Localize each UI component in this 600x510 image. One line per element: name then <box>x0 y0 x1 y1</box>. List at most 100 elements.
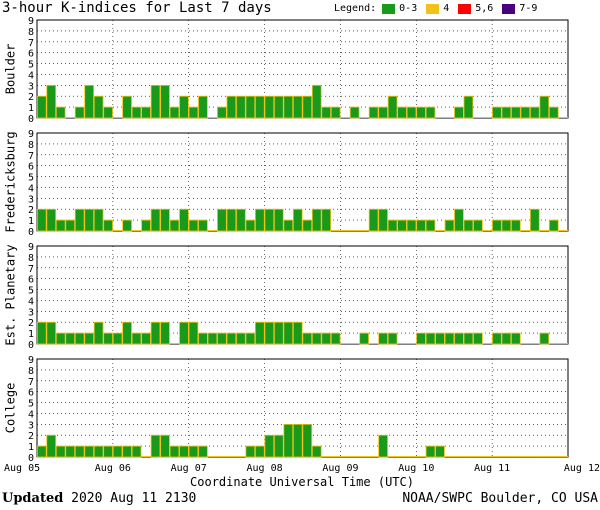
chart-title: 3-hour K-indices for Last 7 days <box>2 0 272 16</box>
k-index-bar <box>254 95 265 119</box>
k-index-bar <box>549 456 559 457</box>
y-tick-label: 2 <box>28 318 34 329</box>
k-index-bar <box>387 456 398 457</box>
y-tick-label: 4 <box>28 296 34 307</box>
k-index-bar <box>46 434 57 458</box>
k-index-bar <box>359 230 369 231</box>
k-index-bar <box>65 117 75 118</box>
k-index-bar <box>150 84 161 119</box>
k-index-bar <box>93 445 104 458</box>
k-index-bar <box>444 456 455 457</box>
k-index-bar <box>511 332 521 345</box>
y-tick-label: 4 <box>28 70 34 81</box>
k-index-bar <box>179 208 189 232</box>
k-index-bar <box>207 332 218 345</box>
k-index-bar <box>74 332 85 345</box>
y-tick-label: 9 <box>28 129 34 140</box>
k-index-bar <box>302 95 313 119</box>
y-tick-label: 6 <box>28 162 34 173</box>
k-index-bar <box>378 208 388 232</box>
k-index-bar <box>273 208 284 232</box>
k-index-bar <box>444 219 455 232</box>
k-index-bar <box>387 95 398 119</box>
k-index-bar <box>236 456 246 457</box>
k-index-bar <box>435 117 445 118</box>
k-index-bar <box>236 95 246 119</box>
k-index-bar <box>330 456 341 457</box>
y-tick-label: 0 <box>28 340 34 351</box>
y-tick-label: 5 <box>28 173 34 184</box>
k-index-bar <box>74 445 85 458</box>
k-index-bar <box>482 343 493 344</box>
y-tick-label: 7 <box>28 377 34 388</box>
k-index-bar <box>160 84 170 119</box>
k-index-bar <box>492 456 502 457</box>
k-index-bar <box>160 321 170 345</box>
k-index-bar <box>169 106 180 119</box>
k-index-bar <box>188 106 199 119</box>
k-index-bar <box>302 423 313 458</box>
k-index-bar <box>463 456 474 457</box>
k-index-bar <box>207 230 218 231</box>
k-index-bar <box>55 332 66 345</box>
k-index-bar <box>511 106 521 119</box>
k-index-bar <box>463 219 474 232</box>
k-index-bar <box>112 117 123 118</box>
panel-label: College <box>4 383 18 434</box>
k-index-bar <box>473 117 483 118</box>
y-tick-label: 5 <box>28 286 34 297</box>
k-index-bar <box>292 95 303 119</box>
y-tick-label: 7 <box>28 38 34 49</box>
x-tick-label: Aug 12 <box>564 463 600 474</box>
k-index-bar <box>349 343 360 344</box>
k-index-bar <box>349 106 360 119</box>
k-index-bar <box>160 208 170 232</box>
k-index-bar <box>226 332 237 345</box>
k-index-bar <box>378 332 388 345</box>
k-index-bar <box>529 106 540 119</box>
y-tick-label: 3 <box>28 307 34 318</box>
legend-item-0-3: 0-3 <box>382 3 417 14</box>
y-tick-label: 5 <box>28 399 34 410</box>
k-index-bar <box>179 445 189 458</box>
y-tick-label: 7 <box>28 151 34 162</box>
legend-label: Legend: <box>334 3 377 14</box>
k-index-bar <box>454 456 464 457</box>
k-index-bar <box>141 219 151 232</box>
k-index-bar <box>378 106 388 119</box>
k-index-bar <box>292 208 303 232</box>
k-index-bar <box>188 219 199 232</box>
k-index-bar <box>416 456 426 457</box>
legend-swatch-5-6 <box>458 3 472 14</box>
k-index-bar <box>321 106 332 119</box>
k-index-bar <box>103 445 113 458</box>
k-index-bar <box>454 106 464 119</box>
k-index-bar <box>254 208 265 232</box>
k-index-bar <box>340 343 350 344</box>
k-index-bar <box>539 95 550 119</box>
k-index-bar <box>122 321 132 345</box>
k-index-bar <box>84 332 94 345</box>
panel-label: Fredericksburg <box>4 131 18 232</box>
k-index-bar <box>103 219 113 232</box>
y-tick-label: 2 <box>28 205 34 216</box>
k-index-bar <box>321 456 331 457</box>
y-tick-label: 7 <box>28 264 34 275</box>
y-tick-label: 8 <box>28 27 34 38</box>
k-index-bar <box>321 332 332 345</box>
k-index-bar <box>150 434 161 458</box>
k-index-bar <box>36 321 47 345</box>
k-index-bar <box>406 456 417 457</box>
panel-label: Est. Planetary <box>4 244 18 345</box>
legend-item-4: 4 <box>426 3 449 14</box>
k-index-bar <box>179 321 189 345</box>
y-tick-label: 0 <box>28 227 34 238</box>
k-index-bar <box>330 106 341 119</box>
k-index-bar <box>416 332 426 345</box>
k-index-bar <box>198 332 208 345</box>
k-index-bar <box>112 230 123 231</box>
k-index-bar <box>530 456 540 457</box>
k-index-bar <box>160 434 170 458</box>
k-index-bar <box>425 219 436 232</box>
k-index-bar <box>150 321 161 345</box>
